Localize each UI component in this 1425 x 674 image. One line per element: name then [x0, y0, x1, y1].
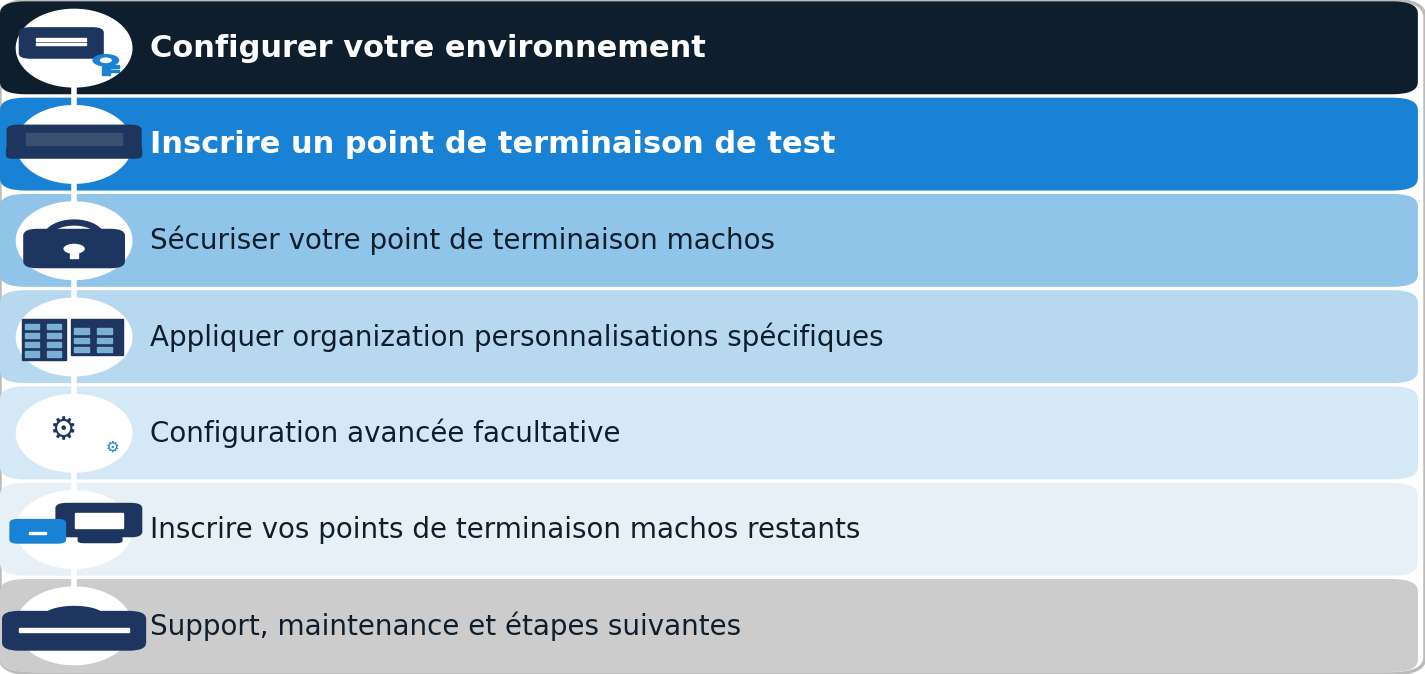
- FancyBboxPatch shape: [0, 386, 1418, 479]
- Circle shape: [93, 54, 120, 67]
- Ellipse shape: [16, 297, 133, 377]
- Bar: [36, 43, 87, 45]
- Text: Support, maintenance et étapes suivantes: Support, maintenance et étapes suivantes: [150, 611, 741, 640]
- FancyBboxPatch shape: [0, 1, 1418, 94]
- Text: Appliquer organization personnalisations spécifiques: Appliquer organization personnalisations…: [150, 322, 884, 352]
- Bar: [47, 333, 61, 338]
- Bar: [74, 338, 88, 343]
- Bar: [26, 324, 38, 329]
- Bar: [47, 342, 61, 347]
- FancyBboxPatch shape: [0, 579, 1418, 672]
- FancyBboxPatch shape: [10, 519, 66, 544]
- Text: ⚙: ⚙: [105, 439, 118, 455]
- FancyBboxPatch shape: [56, 503, 142, 537]
- Bar: [28, 532, 46, 534]
- Ellipse shape: [16, 586, 133, 665]
- FancyBboxPatch shape: [0, 194, 1418, 287]
- Bar: [26, 342, 38, 347]
- FancyBboxPatch shape: [19, 27, 104, 59]
- Text: Configuration avancée facultative: Configuration avancée facultative: [150, 419, 620, 448]
- FancyBboxPatch shape: [0, 483, 1418, 576]
- Bar: [27, 133, 121, 145]
- Bar: [74, 328, 88, 334]
- Circle shape: [100, 57, 113, 63]
- Bar: [70, 248, 78, 258]
- Bar: [94, 530, 105, 538]
- Text: Inscrire vos points de terminaison machos restants: Inscrire vos points de terminaison macho…: [150, 516, 861, 543]
- Ellipse shape: [16, 490, 133, 569]
- Text: Inscrire un point de terminaison de test: Inscrire un point de terminaison de test: [150, 130, 835, 159]
- Bar: [101, 65, 110, 75]
- Bar: [19, 628, 130, 632]
- Bar: [110, 69, 118, 72]
- Bar: [47, 324, 61, 329]
- Bar: [97, 338, 113, 343]
- Circle shape: [63, 244, 84, 254]
- Ellipse shape: [16, 105, 133, 184]
- Bar: [110, 65, 118, 68]
- Ellipse shape: [16, 9, 133, 88]
- Text: Configurer votre environnement: Configurer votre environnement: [150, 34, 705, 63]
- FancyBboxPatch shape: [7, 125, 141, 153]
- Bar: [74, 347, 88, 352]
- FancyBboxPatch shape: [1, 611, 147, 650]
- FancyBboxPatch shape: [77, 534, 123, 543]
- Text: Sécuriser votre point de terminaison machos: Sécuriser votre point de terminaison mac…: [150, 226, 775, 255]
- Ellipse shape: [16, 394, 133, 472]
- Text: ⚙: ⚙: [50, 417, 77, 446]
- Bar: [97, 328, 113, 334]
- Bar: [97, 347, 113, 352]
- Bar: [76, 512, 123, 528]
- FancyBboxPatch shape: [6, 146, 142, 159]
- Bar: [26, 351, 38, 357]
- FancyBboxPatch shape: [0, 290, 1418, 383]
- Bar: [23, 319, 66, 359]
- Ellipse shape: [16, 202, 133, 280]
- Bar: [26, 333, 38, 338]
- FancyBboxPatch shape: [0, 98, 1418, 191]
- Bar: [47, 351, 61, 357]
- FancyBboxPatch shape: [23, 228, 125, 268]
- Bar: [71, 319, 123, 355]
- Bar: [36, 38, 87, 40]
